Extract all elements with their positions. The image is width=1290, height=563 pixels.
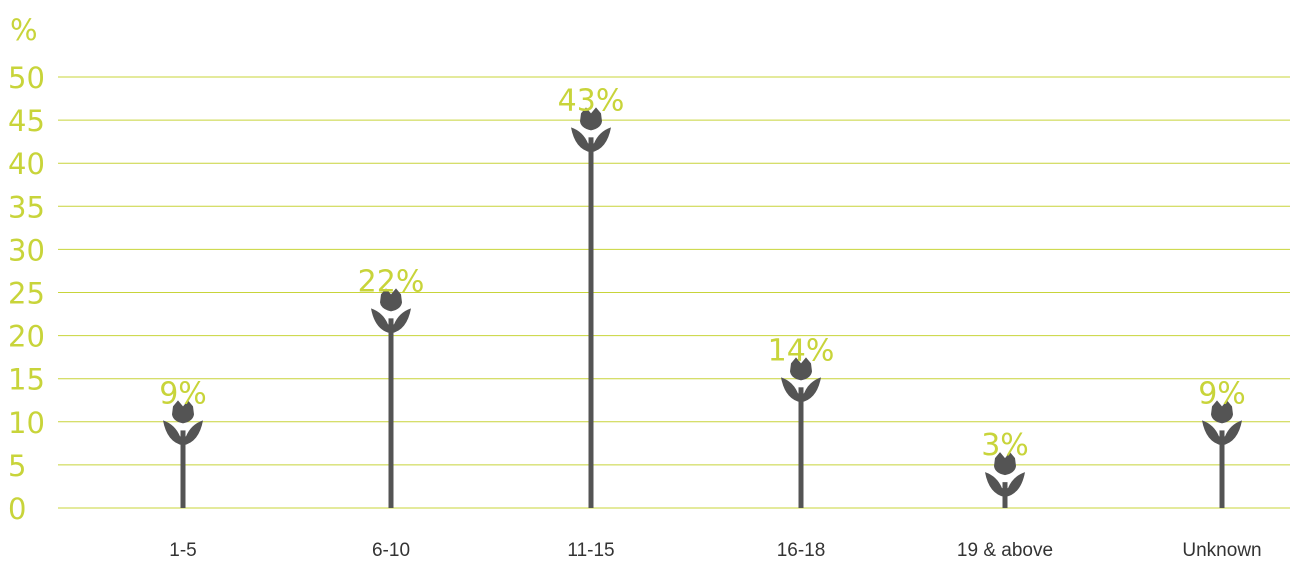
y-tick-label: 50 (8, 61, 45, 95)
x-tick-label: 6-10 (372, 540, 410, 561)
tulip-icon (163, 400, 203, 446)
bar-mark-16-18: 14% (768, 333, 835, 508)
y-tick-label: 5 (8, 449, 26, 483)
bar-stem (588, 137, 594, 508)
tulip-icon (571, 107, 611, 153)
tulip-icon (1202, 400, 1242, 446)
y-axis-unit-label: % (10, 13, 38, 47)
y-tick-label: 10 (8, 406, 45, 440)
y-tick-label: 0 (8, 492, 26, 526)
y-tick-label: 20 (8, 320, 45, 354)
tulip-icon (781, 357, 821, 403)
x-tick-label: Unknown (1182, 540, 1261, 561)
y-tick-label: 15 (8, 363, 45, 397)
bar-mark-unknown: 9% (1198, 376, 1246, 508)
bar-mark-6-10: 22% (358, 264, 425, 508)
data-label: 43% (558, 83, 625, 118)
data-label: 22% (358, 264, 425, 299)
y-tick-label: 45 (8, 104, 45, 138)
bar-mark-1-5: 9% (159, 376, 207, 508)
x-axis-ticks: 1-5 6-10 11-15 16-18 19 & above Unknown (169, 540, 1261, 561)
gridlines (58, 76, 1290, 509)
bar-stem (1219, 430, 1225, 508)
y-tick-label: 25 (8, 277, 45, 311)
x-tick-label: 16-18 (777, 540, 826, 561)
y-tick-label: 40 (8, 147, 45, 181)
tulip-icon (371, 288, 411, 334)
y-tick-label: 35 (8, 190, 45, 224)
y-axis-ticks: 0 5 10 15 20 25 30 35 40 45 50 (8, 61, 45, 526)
bar-stem (388, 318, 394, 508)
bar-mark-19-above: 3% (981, 428, 1029, 508)
bar-marks: 9% 22% 43% 14% 3% 9% (159, 83, 1246, 508)
x-tick-label: 11-15 (567, 540, 614, 561)
data-label: 3% (981, 428, 1029, 463)
data-label: 9% (1198, 376, 1246, 411)
x-tick-label: 1-5 (169, 540, 196, 561)
bar-mark-11-15: 43% (558, 83, 625, 508)
data-label: 14% (768, 333, 835, 368)
y-tick-label: 30 (8, 233, 45, 267)
bar-stem (798, 387, 804, 508)
x-tick-label: 19 & above (957, 540, 1053, 561)
tulip-icon (985, 452, 1025, 498)
bar-stem (180, 430, 186, 508)
data-label: 9% (159, 376, 207, 411)
